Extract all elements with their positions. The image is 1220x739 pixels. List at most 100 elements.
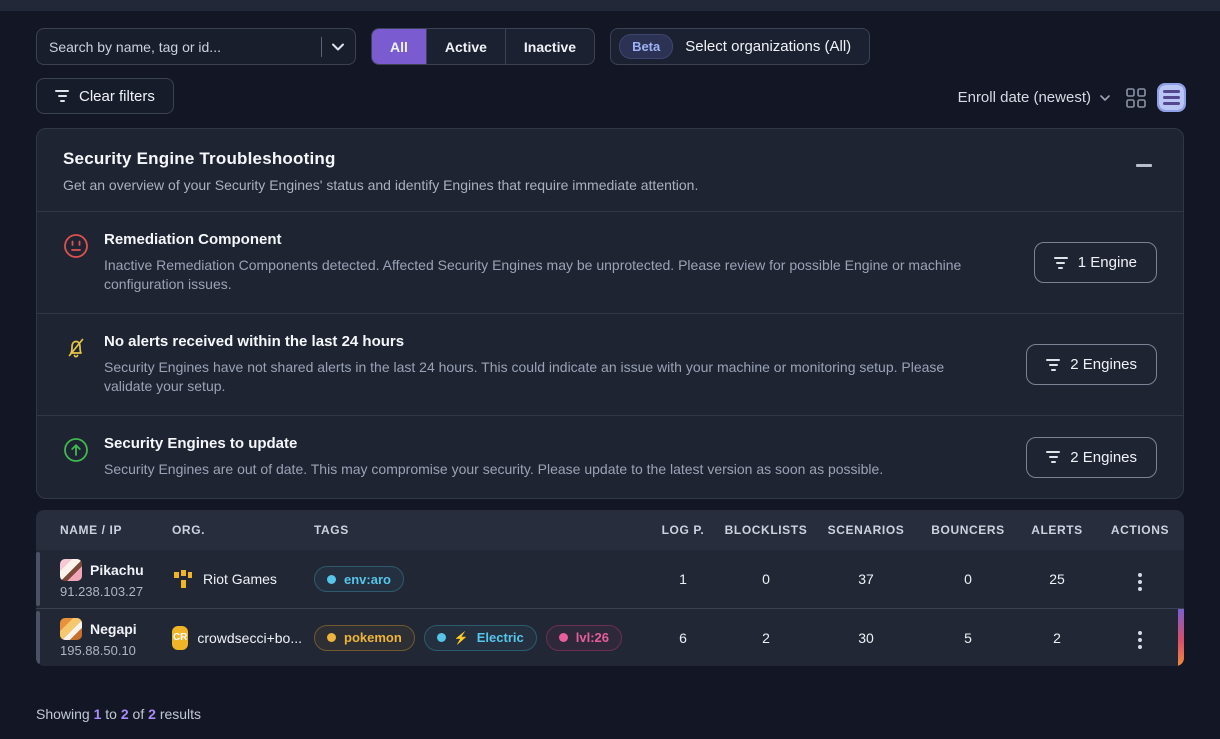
engine-name: Negapi [90,620,137,637]
filter-engines-button[interactable]: 2 Engines [1026,436,1157,478]
top-app-strip [0,0,1220,11]
alert-action: 2 Engines [1026,435,1157,479]
bouncers-count: 0 [964,571,972,587]
engines-page: All Active Inactive Beta Select organiza… [0,11,1220,722]
row-accent-gradient-bar [1178,609,1184,666]
row-actions-menu-icon[interactable] [1134,627,1146,653]
results-summary: Showing 1 to 2 of 2 results [36,706,1184,722]
alert-body: No alerts received within the last 24 ho… [104,333,1026,396]
log-processors-count: 1 [679,571,687,587]
troubleshooting-item-no-alerts: No alerts received within the last 24 ho… [37,314,1183,416]
engines-table: NAME / IP ORG. TAGS LOG P. BLOCKLISTS SC… [36,510,1184,666]
log-processors-count: 6 [679,629,687,646]
sort-dropdown[interactable]: Enroll date (newest) [958,89,1111,106]
tab-all[interactable]: All [372,29,427,64]
search-input[interactable] [49,38,312,55]
column-header-scenarios: SCENARIOS [827,523,905,537]
alert-title: Remediation Component [104,231,282,248]
engine-button-label: 2 Engines [1070,448,1137,466]
name-ip-cell: Negapi 195.88.50.10 [36,617,166,658]
column-header-name-ip: NAME / IP [60,523,123,537]
column-header-actions: ACTIONS [1110,523,1170,537]
tag-pill[interactable]: lvl:26 [545,624,622,651]
alert-body: Security Engines to update Security Engi… [104,435,1026,479]
tag-label: pokemon [344,630,402,645]
arrow-up-circle-icon [64,438,88,462]
tab-inactive[interactable]: Inactive [506,29,594,64]
row-actions-menu-icon[interactable] [1134,569,1146,595]
alert-body: Remediation Component Inactive Remediati… [104,231,1034,294]
column-header-blocklists: BLOCKLISTS [724,523,808,537]
filters-toolbar: All Active Inactive Beta Select organiza… [36,28,1184,65]
tag-dot-icon [327,633,336,642]
tag-pill[interactable]: pokemon [314,624,415,651]
tag-pill[interactable]: ⚡ Electric [423,624,537,651]
org-cell: Riot Games [166,568,308,590]
filter-icon [55,90,69,102]
summary-text: of [132,706,145,722]
summary-text: results [159,706,202,722]
blocklists-count: 2 [762,629,770,646]
filter-engines-button[interactable]: 2 Engines [1026,344,1157,385]
tags-cell: env:aro [308,566,648,592]
row-status-bar [36,611,40,664]
filter-icon [1046,451,1061,463]
bouncers-count: 5 [964,629,972,646]
actions-cell [1096,564,1184,595]
summary-total: 2 [148,706,156,722]
chevron-down-icon [1100,94,1110,101]
search-divider [321,36,322,57]
alert-description: Security Engines are out of date. This m… [104,461,884,477]
engine-ip: 195.88.50.10 [60,642,136,658]
org-badge: CR [172,625,189,650]
clear-filters-label: Clear filters [79,87,155,105]
tag-pill[interactable]: env:aro [314,566,404,592]
tag-dot-icon [327,574,336,584]
table-row[interactable]: Pikachu 91.238.103.27 Riot Games env:aro [36,550,1184,608]
blocklists-count: 0 [762,571,770,587]
engine-name: Pikachu [90,562,144,578]
grid-view-icon[interactable] [1125,87,1147,109]
troubleshooting-item-update: Security Engines to update Security Engi… [37,416,1183,498]
engine-avatar [60,559,82,581]
select-organizations-button[interactable]: Beta Select organizations (All) [610,28,871,65]
column-header-log-p: LOG P. [661,523,705,537]
clear-filters-button[interactable]: Clear filters [36,78,174,114]
org-name: crowdsecci+bo... [197,629,302,646]
tag-dot-icon [558,633,568,642]
chevron-down-icon[interactable] [331,40,345,54]
tags-cell: pokemon ⚡ Electric lvl:26 [308,624,648,651]
beta-badge: Beta [619,34,674,59]
engine-avatar [60,617,82,640]
select-organizations-label: Select organizations (All) [685,38,852,55]
column-header-bouncers: BOUNCERS [931,523,1005,537]
view-toggle [1125,83,1186,112]
sort-and-view-controls: Enroll date (newest) [958,65,1186,112]
clear-filters-row: Clear filters [36,78,174,114]
table-row[interactable]: Negapi 195.88.50.10 CR crowdsecci+bo... … [36,608,1184,666]
tag-label: Electric [476,630,524,645]
lightning-bolt-icon: ⚡ [453,630,469,645]
search-box[interactable] [36,28,356,65]
bell-slash-icon [68,338,84,358]
alert-title: Security Engines to update [104,435,298,452]
actions-cell [1096,622,1184,653]
troubleshooting-header: Security Engine Troubleshooting Get an o… [37,129,1183,212]
table-header-row: NAME / IP ORG. TAGS LOG P. BLOCKLISTS SC… [36,510,1184,550]
alert-title: No alerts received within the last 24 ho… [104,333,405,350]
filter-engines-button[interactable]: 1 Engine [1033,242,1157,283]
alert-action: 2 Engines [1026,333,1157,396]
riot-games-logo-icon [174,570,192,588]
engine-button-label: 2 Engines [1070,356,1137,373]
org-cell: CR crowdsecci+bo... [166,625,308,650]
alert-description: Inactive Remediation Components detected… [104,257,962,292]
tab-active[interactable]: Active [427,29,506,64]
column-header-tags: TAGS [314,523,349,537]
engine-ip: 91.238.103.27 [60,584,144,599]
collapse-panel-button[interactable] [1131,155,1157,175]
alert-action: 1 Engine [1033,231,1157,294]
panel-subtitle: Get an overview of your Security Engines… [63,177,699,193]
list-view-icon[interactable] [1157,83,1186,112]
column-header-alerts: ALERTS [1031,523,1083,537]
filter-icon [1046,358,1061,371]
